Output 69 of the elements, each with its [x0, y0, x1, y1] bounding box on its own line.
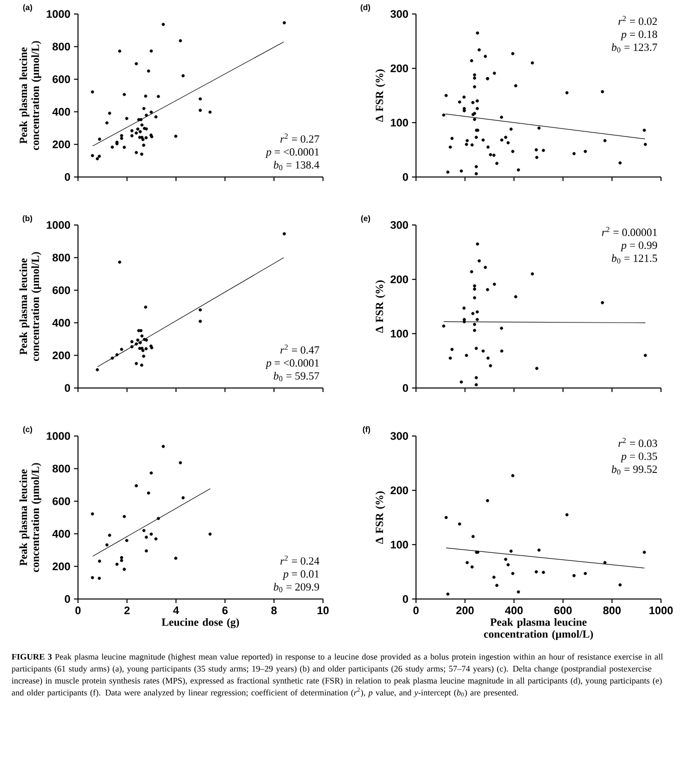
- annotation: b$_{0}$ = 121.5: [612, 254, 658, 264]
- y-tick-label: 800: [52, 254, 70, 262]
- annotation: p = 0.01: [282, 570, 319, 580]
- y-tick-label: 0: [402, 384, 408, 392]
- annotation: p = 0.99: [620, 242, 658, 252]
- x-axis-title: Leucine dose (g): [162, 618, 239, 628]
- y-tick-label: 300: [390, 221, 408, 229]
- y-tick-label: 1000: [46, 432, 70, 440]
- x-tick-label: 1000: [650, 606, 673, 614]
- y-tick-label: 200: [390, 486, 408, 494]
- x-tick-label: 8: [271, 606, 277, 614]
- annotation: r$^{2}$ = 0.00001: [602, 226, 657, 236]
- x-tick-label: 400: [505, 606, 523, 614]
- x-tick-label: 4: [173, 606, 179, 614]
- y-tick-label: 100: [390, 330, 408, 338]
- y-tick-label: 1000: [46, 10, 70, 18]
- y-tick-label: 0: [402, 595, 408, 603]
- annotation: b$_{0}$ = 99.52: [612, 465, 657, 475]
- x-tick-label: 800: [603, 606, 621, 614]
- y-tick-label: 600: [52, 497, 70, 506]
- annotation: p = <0.0001: [265, 359, 319, 369]
- x-tick-label: 2: [124, 606, 130, 614]
- x-tick-label: 0: [75, 606, 81, 614]
- y-tick-label: 600: [52, 75, 70, 84]
- y-axis-title: Δ FSR (%): [375, 280, 386, 333]
- y-tick-label: 200: [52, 140, 70, 148]
- y-tick-label: 0: [64, 595, 70, 603]
- annotation: b$_{0}$ = 59.57: [274, 372, 320, 382]
- x-tick-label: 600: [554, 606, 572, 614]
- y-tick-label: 800: [52, 464, 70, 472]
- y-tick-label: 200: [390, 275, 408, 284]
- annotation: p = 0.35: [620, 452, 658, 462]
- y-tick-label: 400: [52, 108, 70, 116]
- y-tick-label: 0: [402, 173, 408, 181]
- annotation: r$^{2}$ = 0.02: [618, 16, 657, 26]
- annotation: r$^{2}$ = 0.24: [280, 556, 320, 565]
- annotation: p = <0.0001: [265, 148, 319, 158]
- y-axis-title: Δ FSR (%): [375, 69, 386, 122]
- annotation: r$^{2}$ = 0.27: [280, 134, 320, 143]
- annotation: r$^{2}$ = 0.03: [618, 438, 658, 448]
- y-axis-title: Peak plasma leucine concentration (µmol/L): [19, 41, 42, 150]
- y-tick-label: 300: [390, 432, 408, 440]
- y-tick-label: 1000: [46, 221, 70, 229]
- y-axis-title: Peak plasma leucine concentration (µmol/L): [19, 252, 42, 362]
- annotation: r$^{2}$ = 0.47: [280, 344, 320, 354]
- annotation: b$_{0}$ = 123.7: [612, 43, 658, 53]
- y-tick-label: 200: [52, 352, 70, 360]
- y-axis-title: Δ FSR (%): [375, 491, 386, 544]
- y-tick-label: 800: [52, 42, 70, 50]
- y-tick-label: 400: [52, 318, 70, 327]
- annotation: p = 0.18: [620, 30, 658, 40]
- annotation: b$_{0}$ = 138.4: [274, 160, 320, 170]
- x-tick-label: 10: [318, 606, 329, 614]
- x-tick-label: 6: [222, 606, 228, 614]
- y-axis-title: Peak plasma leucine concentration (µmol/L): [19, 463, 42, 572]
- y-tick-label: 100: [390, 540, 408, 549]
- y-tick-label: 200: [390, 64, 408, 72]
- y-tick-label: 0: [64, 173, 70, 181]
- y-tick-label: 100: [390, 118, 408, 127]
- x-tick-label: 0: [413, 606, 419, 614]
- text: FIGURE 3 Peak plasma leucine magnitude (highest mean value reported) in response to a leucine dose provided as a bolus protein ingestion within an hour of resistance exercise in all participants (61 study arms) (a), young participants (35 study arms; 19–29 years) (b) and older participants (26 study arms; 57–74 years) (c). Delta change (postprandial postexercise increase) in muscle protein synthesis rates (MPS), expressed as fractional synthetic rate (FSR) in relation to peak plasma leucine magnitude in all participants (d), young participants (e) and older participants (f). Data were analyzed by linear regression; coefficient of determination (r$^{2}$), p value, and y-intercept (b$_{0}$) are presented.: [12, 654, 663, 698]
- annotation: b$_{0}$ = 209.9: [274, 582, 320, 592]
- y-tick-label: 600: [52, 286, 70, 294]
- y-tick-label: 400: [52, 530, 70, 538]
- y-tick-label: 300: [390, 10, 408, 18]
- x-axis-title: Peak plasma leucine concentration (µmol/L): [484, 618, 593, 640]
- y-tick-label: 200: [52, 562, 70, 570]
- y-tick-label: 0: [64, 384, 70, 392]
- x-tick-label: 200: [456, 606, 474, 614]
